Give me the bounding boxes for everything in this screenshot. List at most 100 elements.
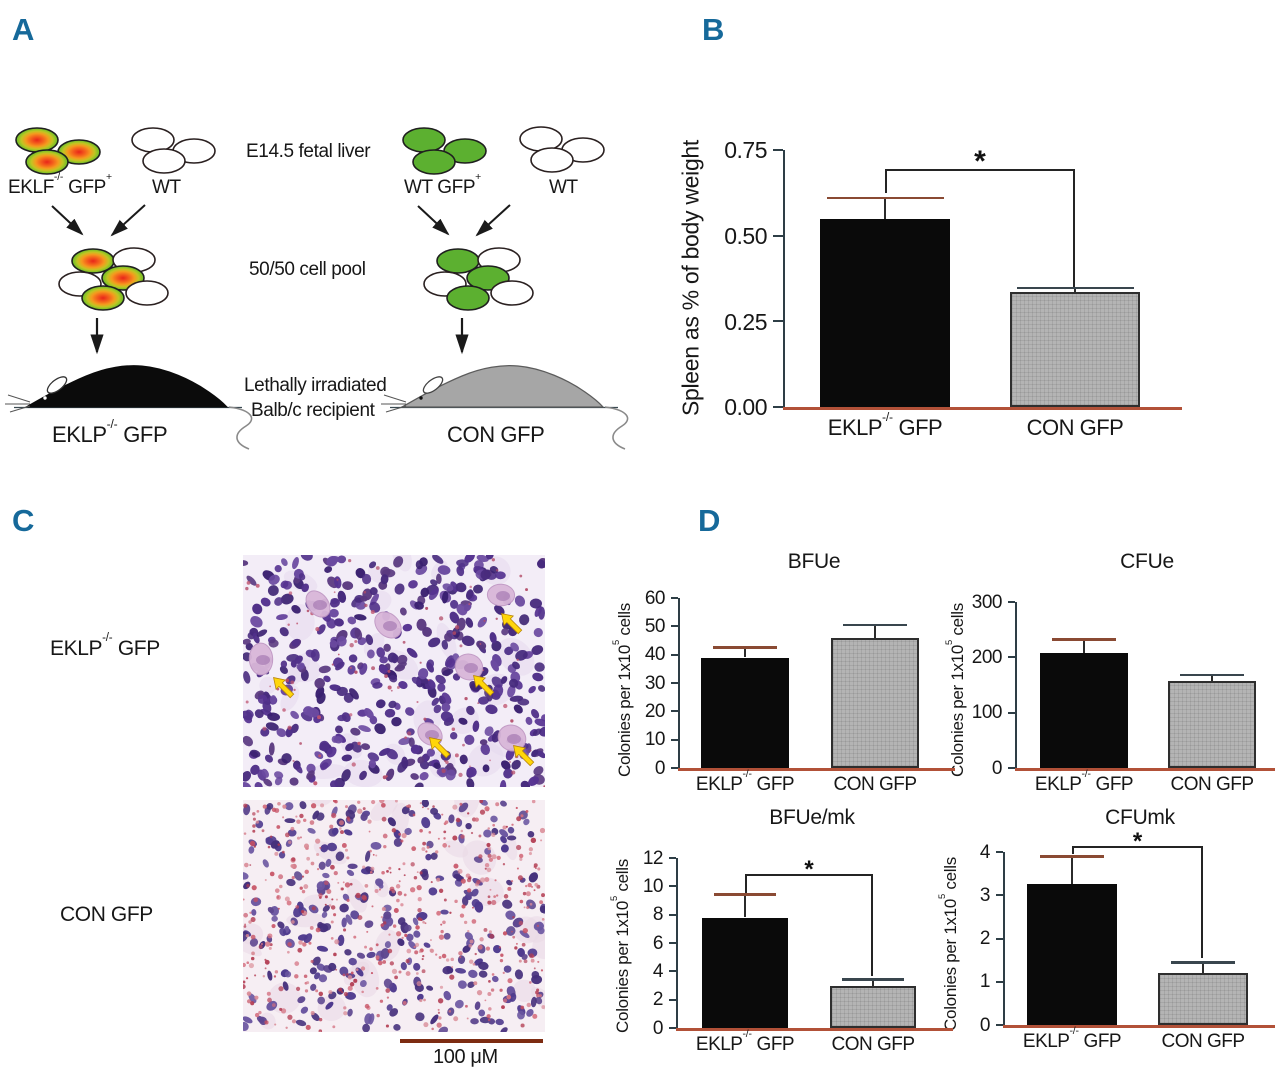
y-tick-label: 0.75 — [724, 137, 767, 164]
y-tick — [996, 851, 1003, 853]
y-tick-label: 6 — [652, 932, 664, 954]
x-axis — [1003, 1025, 1275, 1028]
con-mouse-caption: CON GFP — [447, 422, 545, 447]
y-tick — [773, 149, 783, 151]
bar-con — [1168, 680, 1256, 768]
category-label: CON GFP — [1170, 774, 1254, 795]
panel-a-label: A — [12, 12, 35, 47]
chart-title-cfue: CFUe — [1120, 550, 1174, 573]
error-bar-stem — [1082, 639, 1086, 654]
y-tick-label: 3 — [979, 884, 991, 906]
error-bar-stem — [1210, 675, 1214, 681]
y-tick — [773, 320, 783, 323]
category-label: CON GFP — [1026, 415, 1124, 440]
scale-bar-caption: 100 μM — [433, 1046, 498, 1068]
category-label: CON GFP — [833, 774, 917, 795]
category-label: EKLP-/- GFP — [695, 769, 795, 795]
cell-pool-right — [423, 247, 534, 311]
error-bar-stem — [883, 197, 887, 219]
bar-eklp — [701, 657, 789, 768]
chart-title-cfumk: CFUmk — [1105, 806, 1175, 829]
bar-con — [831, 637, 919, 768]
cell-pool-left — [58, 247, 169, 311]
bar-eklp — [820, 218, 950, 407]
significance-star: * — [974, 144, 986, 178]
y-tick-label: 8 — [652, 904, 664, 926]
y-tick-label: 4 — [979, 841, 991, 863]
gray-mouse-icon — [381, 365, 629, 450]
y-tick — [1008, 656, 1015, 659]
y-tick — [671, 738, 678, 741]
error-bar-cap — [713, 646, 777, 649]
y-tick-label: 200 — [971, 646, 1003, 668]
megakaryocyte-arrow-icon — [429, 737, 451, 759]
wt-gfp-cells-label: WT GFP+ — [404, 172, 482, 198]
panel-b-label: B — [702, 12, 725, 47]
histology-eklp-label: EKLP-/- GFP — [50, 632, 160, 660]
eklf-gfp-cells-label: EKLF-/- GFP+ — [8, 172, 112, 198]
y-axis — [1015, 602, 1018, 769]
y-axis — [1003, 852, 1006, 1026]
significance-bracket-left — [885, 168, 887, 193]
y-tick — [669, 998, 676, 1001]
y-tick-label: 60 — [644, 587, 666, 609]
error-bar-stem — [743, 894, 747, 918]
y-tick — [996, 937, 1003, 940]
y-tick-label: 2 — [979, 928, 991, 950]
bar-eklp — [1040, 653, 1128, 768]
y-tick — [1008, 711, 1015, 714]
significance-bracket — [885, 168, 1075, 171]
y-tick-label: 4 — [652, 960, 664, 982]
panel-a-diagram — [5, 126, 629, 450]
significance-bracket-left — [1072, 845, 1074, 855]
y-tick — [669, 885, 676, 888]
error-bar-cap — [1039, 854, 1105, 858]
histology-con-label: CON GFP — [60, 903, 153, 926]
panel-c-label: C — [12, 503, 35, 538]
error-bar-cap — [714, 893, 776, 897]
error-bar-stem — [1070, 856, 1074, 885]
significance-bracket-right — [1073, 168, 1075, 288]
y-tick-label: 10 — [644, 729, 666, 751]
histology-image-eklp — [243, 555, 545, 787]
y-tick-label: 100 — [971, 702, 1003, 724]
y-tick-label: 300 — [971, 591, 1003, 613]
eklf-gfp-cells-icon — [15, 127, 101, 175]
significance-bracket-right — [871, 873, 873, 977]
panel-d-label: D — [698, 503, 721, 538]
y-tick — [671, 710, 678, 713]
significance-bracket — [1072, 845, 1203, 848]
y-axis — [676, 858, 679, 1029]
y-tick — [669, 970, 676, 973]
x-axis — [783, 407, 1182, 410]
y-tick-label: 2 — [652, 989, 664, 1011]
bar-con — [1158, 973, 1248, 1025]
y-tick — [671, 597, 678, 599]
category-label: CON GFP — [1161, 1031, 1245, 1052]
category-label: EKLP-/- GFP — [1022, 1026, 1122, 1052]
y-tick-label: 0 — [991, 757, 1003, 779]
error-bar-cap — [1170, 960, 1236, 964]
bar-con — [1010, 292, 1140, 407]
y-tick — [671, 682, 678, 684]
megakaryocyte-arrow-icon — [473, 675, 495, 697]
y-tick — [1008, 767, 1015, 769]
x-axis — [1015, 768, 1275, 771]
error-bar-stem — [743, 647, 747, 658]
x-axis — [678, 768, 955, 771]
y-tick-label: 50 — [644, 615, 666, 637]
y-tick — [1008, 601, 1015, 603]
wt-gfp-cells-icon — [402, 127, 487, 175]
bar-eklp — [702, 917, 788, 1028]
y-axis — [678, 598, 681, 769]
eklp-mouse-caption: EKLP-/- GFP — [52, 416, 168, 447]
y-tick — [671, 767, 678, 769]
significance-bracket-right — [1201, 845, 1203, 958]
error-bar-stem — [1073, 288, 1077, 293]
error-bar-cap — [1052, 638, 1116, 642]
y-tick — [669, 913, 676, 916]
error-bar-cap — [842, 977, 904, 981]
